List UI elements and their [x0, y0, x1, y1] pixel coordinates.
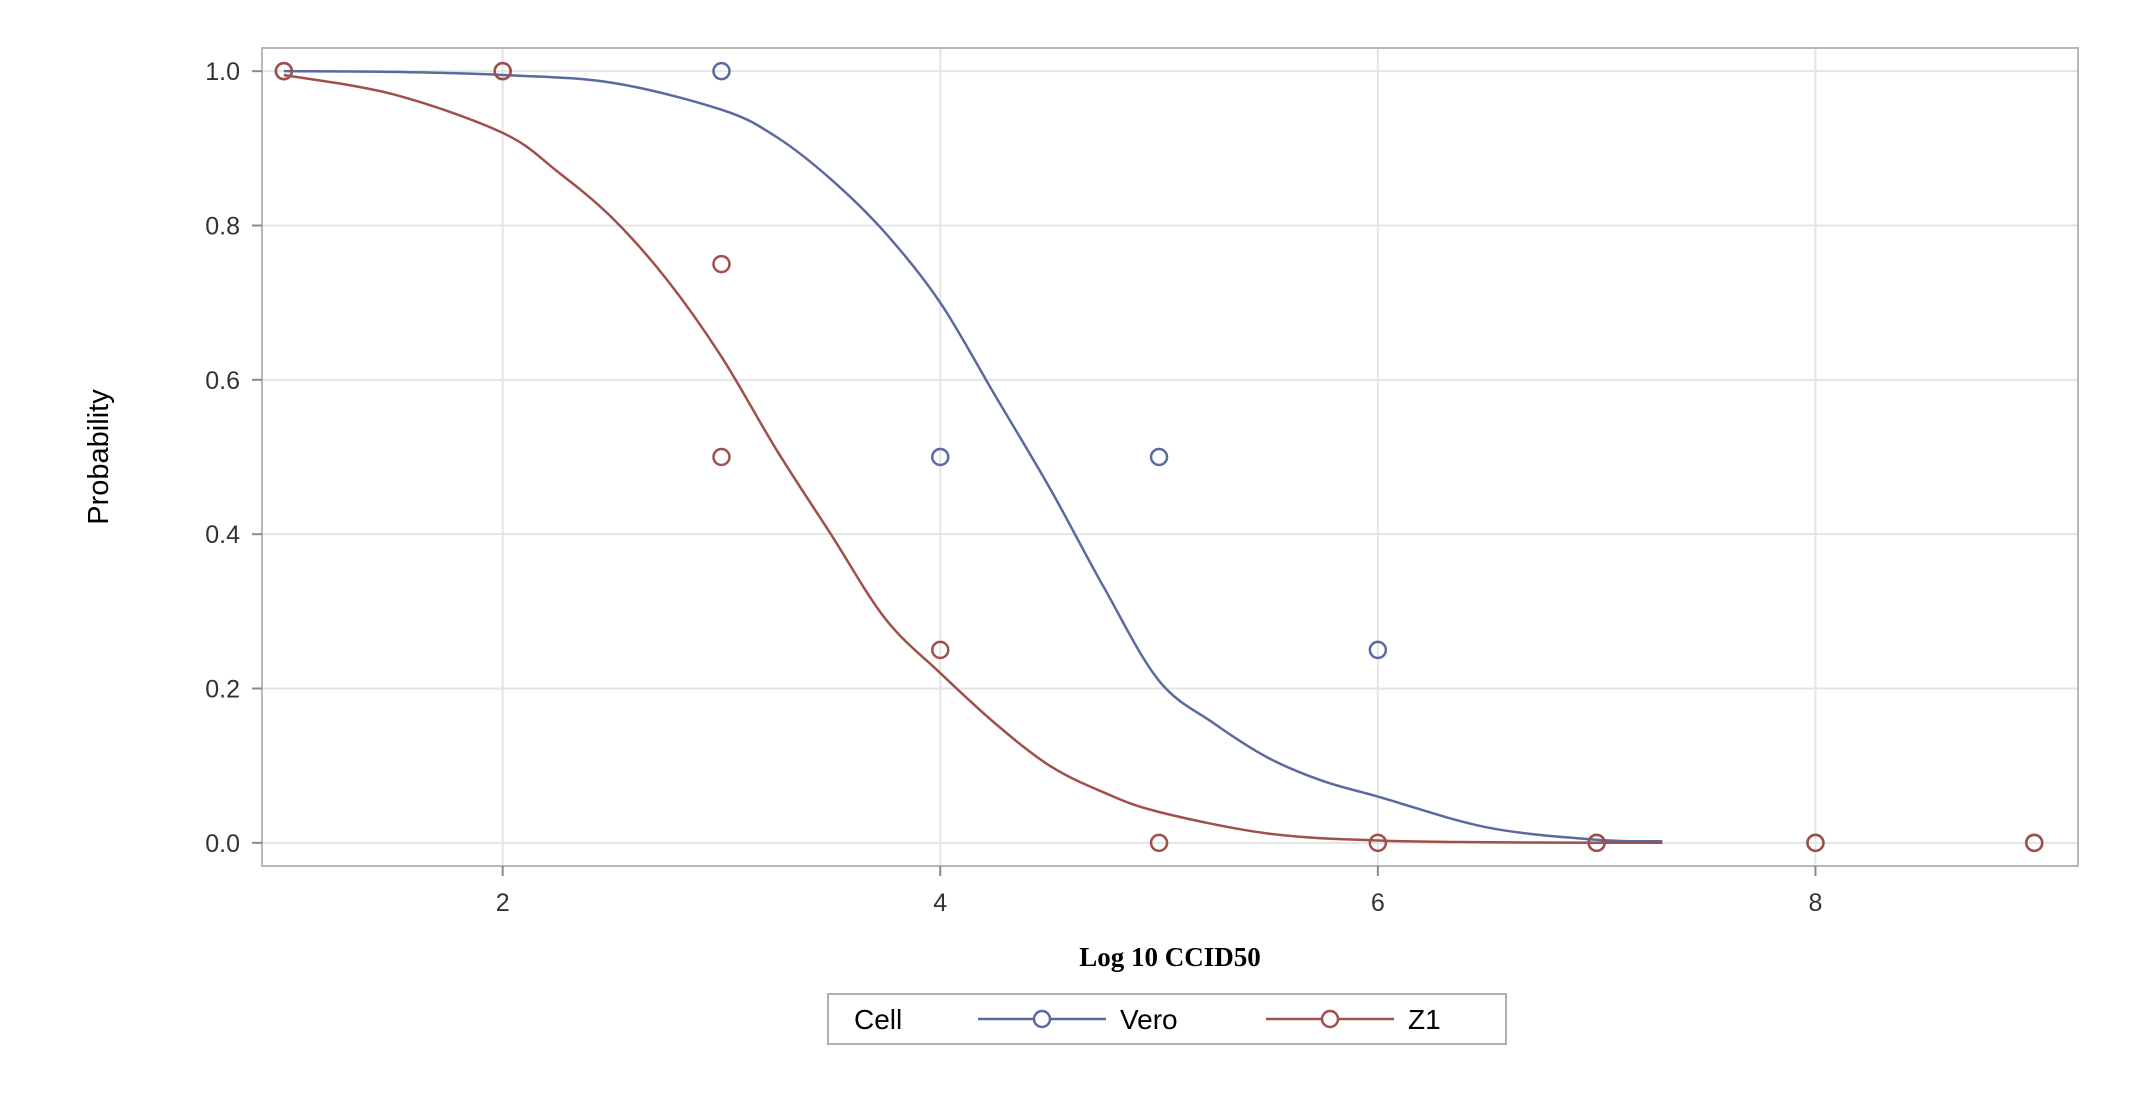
data-point-z1	[712, 254, 731, 274]
y-tick-label: 0.8	[205, 212, 240, 240]
data-point-z1	[1368, 833, 1388, 853]
x-tick-label: 8	[1808, 889, 1822, 917]
curve-layer	[283, 69, 1663, 845]
data-point-z1	[931, 640, 950, 660]
data-point-vero	[1368, 640, 1388, 660]
data-point-vero	[712, 61, 731, 81]
data-point-z1	[2024, 833, 2044, 853]
x-axis-title: Log 10 CCID50	[1079, 942, 1261, 972]
data-point-z1	[1806, 833, 1825, 853]
plot-frame	[261, 47, 2079, 867]
series-line-z1	[283, 73, 1663, 845]
y-tick-label: 0.2	[205, 676, 240, 704]
data-point-z1	[1587, 833, 1606, 853]
series-line-vero	[283, 69, 1663, 843]
legend-label: Z1	[1408, 1004, 1441, 1035]
y-tick-label: 0.6	[205, 367, 240, 395]
grid-layer	[262, 48, 2078, 866]
data-point-z1	[493, 61, 512, 81]
data-point-vero	[1149, 447, 1169, 467]
legend-swatch-marker	[1320, 1009, 1340, 1029]
legend-item-z1: Z1	[1266, 1004, 1441, 1035]
point-layer	[274, 61, 2044, 853]
y-axis-title: Probability	[83, 389, 115, 525]
legend: Cell Vero Z1	[827, 993, 1507, 1045]
legend-swatch-marker	[1032, 1009, 1052, 1029]
legend-item-vero: Vero	[978, 1004, 1178, 1035]
legend-label: Vero	[1120, 1004, 1178, 1035]
x-tick-label: 2	[496, 889, 510, 917]
tick-layer: 2 4 6 8 0.0 0.2 0.4 0.6 0.8 1.0	[205, 58, 1822, 917]
y-tick-label: 1.0	[205, 58, 240, 86]
legend-title: Cell	[854, 1004, 902, 1035]
data-point-z1	[274, 61, 294, 81]
data-point-z1	[1149, 833, 1169, 853]
y-tick-label: 0.0	[205, 830, 240, 858]
legend-items: Vero Z1	[978, 1004, 1441, 1035]
data-point-z1	[712, 447, 731, 467]
x-tick-label: 6	[1371, 889, 1385, 917]
y-tick-label: 0.4	[205, 521, 240, 549]
x-tick-label: 4	[933, 889, 947, 917]
data-point-vero	[931, 447, 950, 467]
